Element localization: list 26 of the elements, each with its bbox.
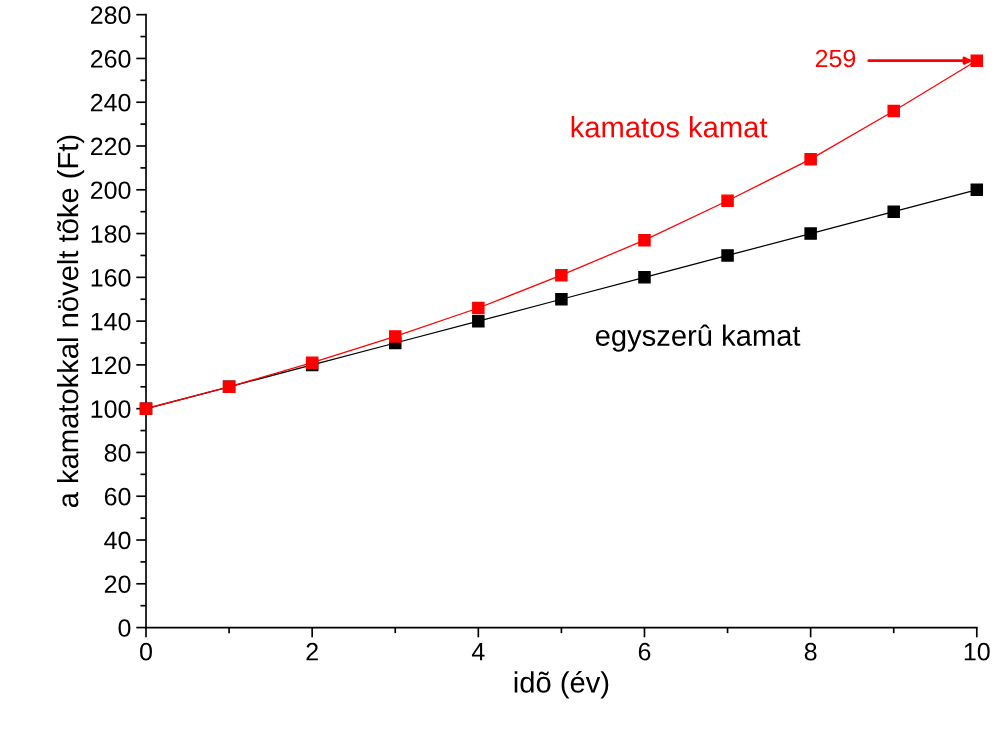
- y-tick-label: 240: [90, 93, 131, 112]
- y-tick-label: 160: [91, 268, 131, 287]
- y-tick-label: 260: [90, 50, 131, 68]
- x-tick-label: 6: [638, 642, 651, 661]
- x-axis-title: idõ (év): [514, 671, 609, 699]
- x-tick-label: 8: [804, 642, 817, 661]
- x-tick-label: 2: [306, 642, 318, 661]
- annotation: 259: [815, 49, 856, 68]
- series-label: kamatos kamat: [571, 116, 768, 138]
- y-tick-label: 40: [104, 531, 131, 550]
- y-tick-label: 140: [91, 312, 131, 331]
- y-tick-label: 0: [118, 619, 131, 637]
- y-tick-label: 180: [91, 225, 131, 243]
- y-tick-label: 80: [104, 444, 131, 462]
- y-tick-label: 20: [104, 575, 131, 594]
- x-tick-label: 0: [140, 642, 152, 661]
- y-tick-label: 280: [90, 6, 131, 24]
- y-tick-label: 220: [90, 137, 131, 156]
- y-tick-label: 200: [90, 181, 131, 200]
- x-tick-label: 10: [964, 642, 990, 661]
- series-label: egyszerû kamat: [595, 324, 801, 352]
- y-axis-title: a kamatokkal növelt tõke (Ft): [56, 135, 85, 508]
- y-tick-label: 100: [91, 400, 131, 418]
- x-tick-label: 4: [471, 643, 485, 661]
- y-tick-label: 120: [91, 356, 131, 375]
- y-tick-label: 60: [104, 487, 131, 506]
